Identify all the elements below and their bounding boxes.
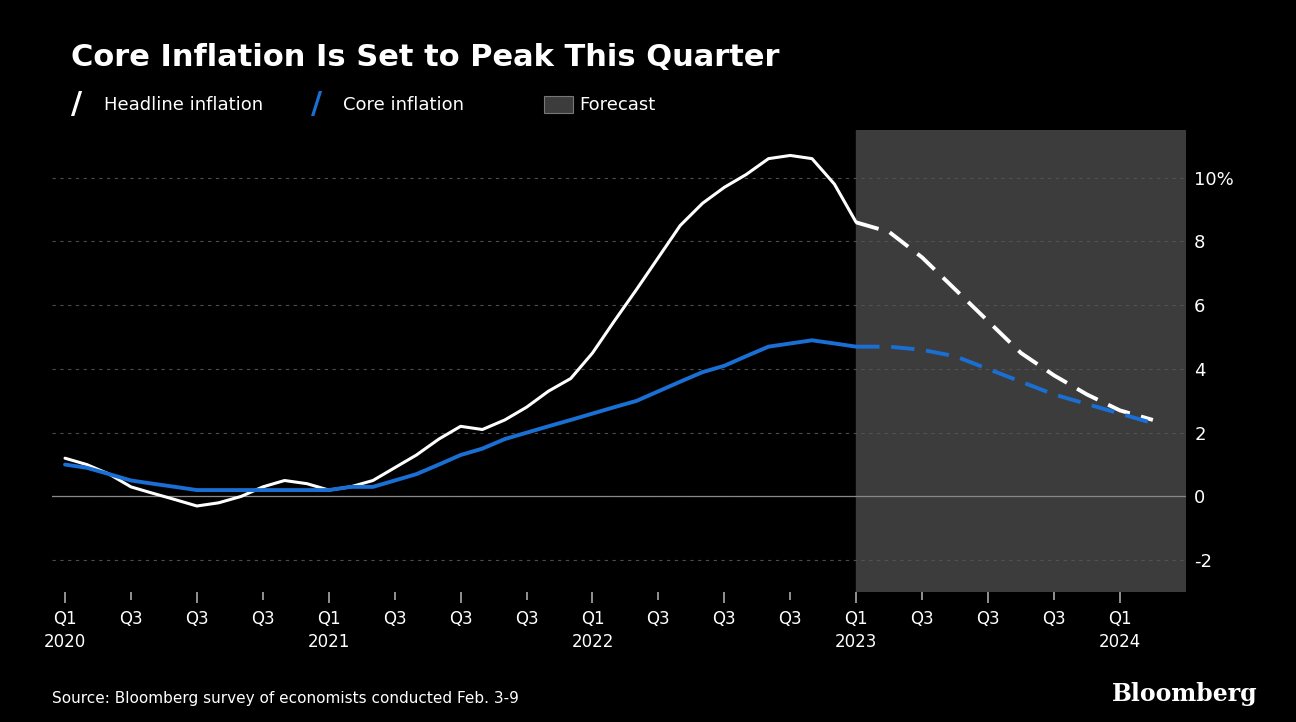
- Text: Q3: Q3: [713, 609, 736, 627]
- Text: 2021: 2021: [307, 633, 350, 651]
- Text: Q1: Q1: [581, 609, 604, 627]
- Text: Source: Bloomberg survey of economists conducted Feb. 3-9: Source: Bloomberg survey of economists c…: [52, 691, 518, 706]
- Text: Bloomberg: Bloomberg: [1112, 682, 1257, 706]
- Text: 2020: 2020: [44, 633, 86, 651]
- Text: Q3: Q3: [910, 609, 934, 627]
- Text: Q3: Q3: [515, 609, 538, 627]
- Text: Q1: Q1: [53, 609, 76, 627]
- Text: Q1: Q1: [845, 609, 868, 627]
- Text: 2022: 2022: [572, 633, 613, 651]
- Text: 2024: 2024: [1099, 633, 1140, 651]
- Text: Q3: Q3: [119, 609, 143, 627]
- Text: Q3: Q3: [779, 609, 802, 627]
- Text: Q3: Q3: [1042, 609, 1065, 627]
- Text: /: /: [311, 90, 323, 119]
- Text: 2023: 2023: [835, 633, 877, 651]
- Text: Q3: Q3: [976, 609, 999, 627]
- Text: Q3: Q3: [251, 609, 275, 627]
- Text: Q3: Q3: [382, 609, 407, 627]
- Text: Forecast: Forecast: [579, 96, 656, 113]
- Text: Q3: Q3: [185, 609, 209, 627]
- Text: Q3: Q3: [647, 609, 670, 627]
- Text: Q1: Q1: [318, 609, 341, 627]
- Text: Core inflation: Core inflation: [343, 96, 464, 113]
- Bar: [857, 130, 1186, 592]
- Text: Q1: Q1: [1108, 609, 1131, 627]
- Text: Q3: Q3: [448, 609, 473, 627]
- Text: /: /: [71, 90, 83, 119]
- Text: Core Inflation Is Set to Peak This Quarter: Core Inflation Is Set to Peak This Quart…: [71, 43, 780, 72]
- Text: Headline inflation: Headline inflation: [104, 96, 263, 113]
